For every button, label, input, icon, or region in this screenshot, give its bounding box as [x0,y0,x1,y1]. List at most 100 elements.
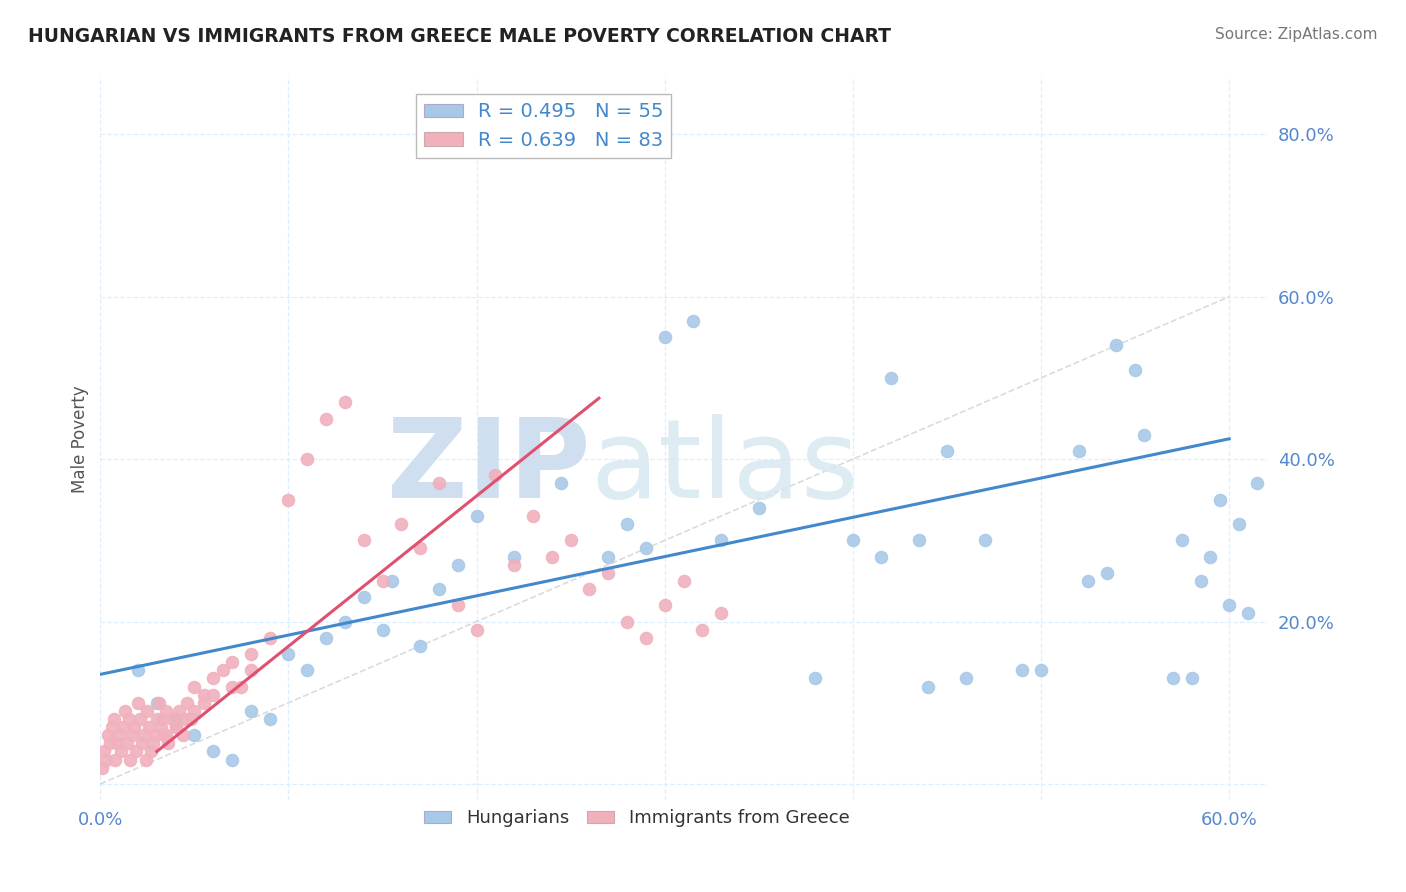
Point [1105,338,1128,352]
Text: Source: ZipAtlas.com: Source: ZipAtlas.com [1215,27,1378,42]
Point [202,744,225,758]
Point [115,736,138,750]
Point [936,444,959,458]
Point [148,696,170,710]
Point [111,720,134,734]
Point [174,712,197,726]
Point [1180,672,1202,686]
Point [654,330,676,344]
Point [221,753,243,767]
Point [427,476,450,491]
Point [143,728,166,742]
Point [121,728,143,742]
Point [297,452,319,467]
Point [183,728,205,742]
Point [1246,476,1268,491]
Point [239,704,262,718]
Point [104,753,127,767]
Point [239,647,262,661]
Point [259,712,281,726]
Point [1095,566,1118,580]
Point [231,680,253,694]
Y-axis label: Male Poverty: Male Poverty [72,385,89,492]
Text: HUNGARIAN VS IMMIGRANTS FROM GREECE MALE POVERTY CORRELATION CHART: HUNGARIAN VS IMMIGRANTS FROM GREECE MALE… [28,27,891,45]
Point [98,736,121,750]
Point [134,753,156,767]
Point [142,736,165,750]
Point [103,712,125,726]
Point [634,631,657,645]
Point [389,517,412,532]
Point [333,615,356,629]
Point [1011,663,1033,677]
Point [165,720,187,734]
Point [183,680,205,694]
Point [560,533,582,548]
Point [465,623,488,637]
Point [114,704,136,718]
Point [907,533,929,548]
Point [176,696,198,710]
Point [616,517,638,532]
Point [155,704,177,718]
Point [1237,607,1260,621]
Point [447,558,470,572]
Point [202,672,225,686]
Point [193,688,215,702]
Point [1199,549,1222,564]
Point [108,728,131,742]
Point [748,500,770,515]
Point [97,728,120,742]
Point [193,696,215,710]
Point [120,753,142,767]
Point [879,371,901,385]
Point [503,549,526,564]
Point [973,533,995,548]
Point [157,736,180,750]
Point [353,533,375,548]
Point [541,549,564,564]
Point [692,623,714,637]
Point [136,704,159,718]
Point [277,492,299,507]
Point [141,744,163,758]
Point [277,647,299,661]
Point [1077,574,1099,588]
Point [682,314,704,328]
Point [122,720,145,734]
Point [503,558,526,572]
Point [110,744,132,758]
Point [221,680,243,694]
Point [371,574,394,588]
Point [131,736,153,750]
Point [672,574,695,588]
Point [315,631,337,645]
Point [1161,672,1184,686]
Point [550,476,572,491]
Point [1218,599,1240,613]
Point [165,712,187,726]
Point [917,680,939,694]
Point [105,736,128,750]
Point [1123,363,1146,377]
Point [211,663,233,677]
Point [239,663,262,677]
Point [117,712,139,726]
Point [598,566,620,580]
Point [409,541,432,556]
Point [169,704,191,718]
Point [842,533,865,548]
Point [172,728,194,742]
Point [1067,444,1090,458]
Point [91,761,114,775]
Point [259,631,281,645]
Point [165,720,187,734]
Point [153,728,176,742]
Point [152,712,174,726]
Point [522,508,544,523]
Point [1227,517,1250,532]
Point [710,607,733,621]
Point [870,549,893,564]
Point [955,672,977,686]
Point [381,574,404,588]
